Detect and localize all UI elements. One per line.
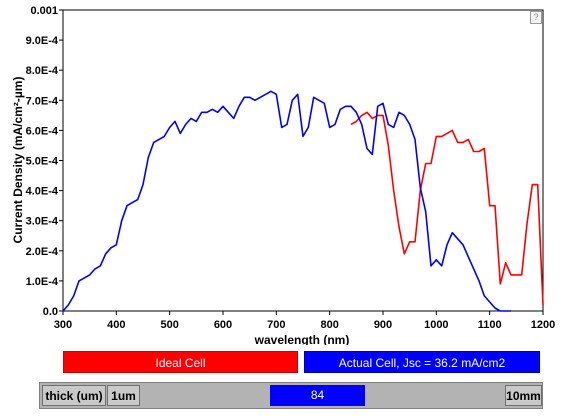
y-tick-label: 4.0E-4 [26,186,59,198]
y-tick-label: 1.0E-4 [26,276,59,288]
y-tick-label: 0.001 [30,5,58,17]
x-tick-label: 300 [54,319,72,331]
x-tick-label: 400 [107,319,125,331]
help-button[interactable]: ? [530,11,542,24]
y-tick-label: 7.0E-4 [26,95,59,107]
y-tick-label: 0.0 [43,306,58,318]
x-tick-label: 600 [214,319,232,331]
x-tick-label: 1000 [424,319,448,331]
series-layer [62,90,544,312]
x-tick-label: 1200 [531,319,555,331]
y-tick-label: 9.0E-4 [26,35,59,47]
x-axis-label: wavelength (nm) [254,333,350,345]
actual-cell-line [62,90,511,312]
thickness-slider-thumb[interactable]: 84 [270,385,365,406]
thickness-max-button[interactable]: 10mm [505,385,542,406]
x-tick-label: 900 [374,319,392,331]
plot-area [62,9,544,312]
legend-ideal-cell[interactable]: Ideal Cell [63,351,298,373]
x-tick-label: 700 [267,319,285,331]
y-tick-label: 8.0E-4 [26,65,59,77]
thickness-min-button[interactable]: 1um [107,385,140,406]
x-axis: 300 400 500 600 700 800 900 1000 1100 1200 [54,311,555,331]
y-axis-label: Current Density (mA/cm²-µm) [11,77,25,244]
x-tick-label: 500 [160,319,178,331]
current-density-chart: 0.0 1.0E-4 2.0E-4 3.0E-4 4.0E-4 5.0E-4 6.0E-4 7… [11,5,555,345]
thickness-slider[interactable]: thick (um) 1um 84 10mm [39,382,543,409]
ideal-cell-line [350,111,544,306]
y-tick-label: 6.0E-4 [26,125,59,137]
y-tick-label: 3.0E-4 [26,216,59,228]
x-tick-label: 1100 [478,319,502,331]
y-tick-label: 5.0E-4 [26,156,59,168]
y-axis: 0.0 1.0E-4 2.0E-4 3.0E-4 4.0E-4 5.0E-4 6.0E-4 7… [26,5,63,318]
thickness-label: thick (um) [42,385,106,406]
legend-actual-cell[interactable]: Actual Cell, Jsc = 36.2 mA/cm2 [304,351,540,373]
y-tick-label: 2.0E-4 [26,246,59,258]
x-tick-label: 800 [320,319,338,331]
